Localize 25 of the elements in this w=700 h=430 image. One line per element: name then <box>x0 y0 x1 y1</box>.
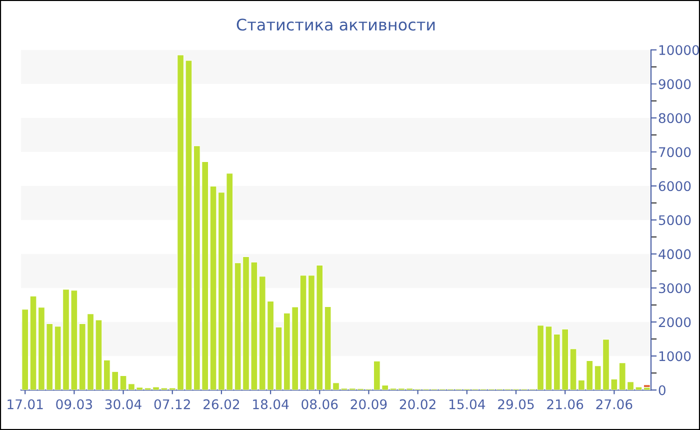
x-tick-label: 15.04 <box>449 399 486 410</box>
y-tick-label: 2000 <box>658 317 691 328</box>
y-tick-label: 3000 <box>658 283 691 294</box>
x-tick-label: 27.06 <box>596 399 632 410</box>
x-tick-label: 20.09 <box>350 399 387 410</box>
x-tick-label: 21.06 <box>547 399 584 410</box>
x-tick-label: 18.04 <box>253 399 289 410</box>
x-tick-label: 07.12 <box>154 399 190 410</box>
y-tick-label: 4000 <box>658 249 691 260</box>
x-tick-label: 09.03 <box>56 399 92 410</box>
x-tick-label: 17.01 <box>8 399 43 410</box>
x-tick-label: 08.06 <box>302 399 338 410</box>
y-tick-label: 6000 <box>658 181 691 192</box>
y-tick-label: 5000 <box>658 215 691 226</box>
x-tick-label: 30.04 <box>105 399 142 410</box>
y-tick-label: 1000 <box>659 351 691 362</box>
chart-title: Статистика активности <box>236 18 435 31</box>
y-tick-label: 0 <box>658 385 666 396</box>
x-tick-label: 26.02 <box>204 399 240 410</box>
y-tick-label: 8000 <box>658 113 691 124</box>
x-tick-label: 29.05 <box>498 399 534 410</box>
y-tick-label: 9000 <box>658 79 691 90</box>
y-tick-label: 10000 <box>659 45 700 56</box>
y-tick-label: 7000 <box>659 147 691 158</box>
x-tick-label: 20.02 <box>400 399 436 410</box>
